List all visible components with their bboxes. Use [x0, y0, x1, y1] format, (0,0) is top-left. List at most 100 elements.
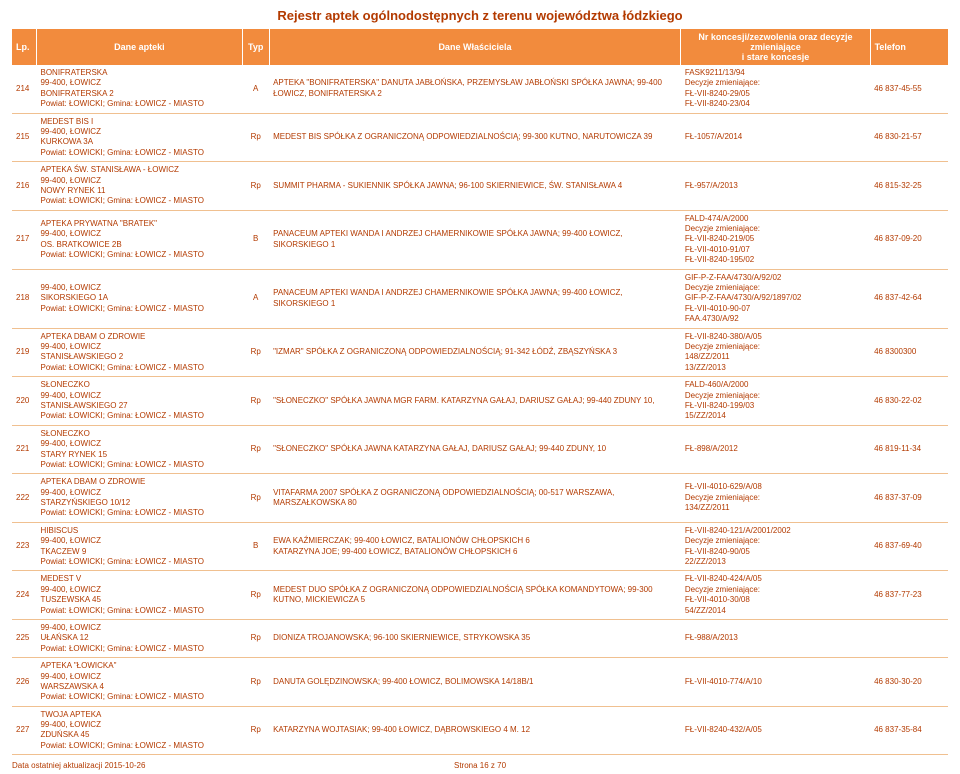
col-lic: Nr koncesji/zezwolenia oraz decyzje zmie…: [681, 29, 870, 65]
cell-owner: PANACEUM APTEKI WANDA I ANDRZEJ CHAMERNI…: [269, 269, 681, 328]
col-owner: Dane Właściciela: [269, 29, 681, 65]
table-row: 221SŁONECZKO 99-400, ŁOWICZ STARY RYNEK …: [12, 425, 948, 474]
col-tel: Telefon: [870, 29, 948, 65]
cell-name: APTEKA PRYWATNA "BRATEK" 99-400, ŁOWICZ …: [36, 210, 242, 269]
cell-tel: 46 837-69-40: [870, 522, 948, 571]
cell-lic: FŁ-VII-4010-774/A/10: [681, 658, 870, 707]
cell-lp: 219: [12, 328, 36, 377]
cell-owner: KATARZYNA WOJTASIAK; 99-400 ŁOWICZ, DĄBR…: [269, 706, 681, 755]
cell-typ: B: [242, 522, 269, 571]
cell-tel: [870, 619, 948, 657]
cell-lp: 216: [12, 162, 36, 211]
cell-typ: B: [242, 210, 269, 269]
col-lp: Lp.: [12, 29, 36, 65]
table-row: 222APTEKA DBAM O ZDROWIE 99-400, ŁOWICZ …: [12, 474, 948, 523]
cell-name: APTEKA DBAM O ZDROWIE 99-400, ŁOWICZ STA…: [36, 328, 242, 377]
col-name: Dane apteki: [36, 29, 242, 65]
cell-typ: A: [242, 269, 269, 328]
cell-lic: FASK9211/13/94 Decyzje zmieniające: FŁ-V…: [681, 65, 870, 113]
table-row: 220SŁONECZKO 99-400, ŁOWICZ STANISŁAWSKI…: [12, 377, 948, 426]
cell-typ: Rp: [242, 474, 269, 523]
table-row: 219APTEKA DBAM O ZDROWIE 99-400, ŁOWICZ …: [12, 328, 948, 377]
cell-lp: 218: [12, 269, 36, 328]
cell-typ: Rp: [242, 425, 269, 474]
cell-typ: Rp: [242, 377, 269, 426]
cell-tel: 46 837-35-84: [870, 706, 948, 755]
cell-name: TWOJA APTEKA 99-400, ŁOWICZ ZDUŃSKA 45 P…: [36, 706, 242, 755]
cell-lic: FŁ-VII-4010-629/A/08 Decyzje zmieniające…: [681, 474, 870, 523]
cell-name: SŁONECZKO 99-400, ŁOWICZ STANISŁAWSKIEGO…: [36, 377, 242, 426]
cell-name: MEDEST V 99-400, ŁOWICZ TUSZEWSKA 45 Pow…: [36, 571, 242, 620]
cell-lp: 217: [12, 210, 36, 269]
cell-name: APTEKA DBAM O ZDROWIE 99-400, ŁOWICZ STA…: [36, 474, 242, 523]
cell-lp: 225: [12, 619, 36, 657]
cell-owner: SUMMIT PHARMA - SUKIENNIK SPÓŁKA JAWNA; …: [269, 162, 681, 211]
cell-lp: 215: [12, 113, 36, 162]
cell-lic: FŁ-957/A/2013: [681, 162, 870, 211]
table-row: 223HIBISCUS 99-400, ŁOWICZ TKACZEW 9 Pow…: [12, 522, 948, 571]
cell-typ: Rp: [242, 619, 269, 657]
cell-lic: GIF-P-Z-FAA/4730/A/92/02 Decyzje zmienia…: [681, 269, 870, 328]
cell-tel: 46 830-30-20: [870, 658, 948, 707]
cell-owner: VITAFARMA 2007 SPÓŁKA Z OGRANICZONĄ ODPO…: [269, 474, 681, 523]
cell-typ: Rp: [242, 162, 269, 211]
cell-name: SŁONECZKO 99-400, ŁOWICZ STARY RYNEK 15 …: [36, 425, 242, 474]
footer: Data ostatniej aktualizacji 2015-10-26 S…: [12, 755, 948, 774]
cell-lic: FALD-474/A/2000 Decyzje zmieniające: FŁ-…: [681, 210, 870, 269]
cell-name: BONIFRATERSKA 99-400, ŁOWICZ BONIFRATERS…: [36, 65, 242, 113]
cell-lic: FALD-460/A/2000 Decyzje zmieniające: FŁ-…: [681, 377, 870, 426]
cell-owner: APTEKA "BONIFRATERSKA" DANUTA JABŁOŃSKA,…: [269, 65, 681, 113]
cell-owner: DANUTA GOLĘDZINOWSKA; 99-400 ŁOWICZ, BOL…: [269, 658, 681, 707]
table-row: 216APTEKA ŚW. STANISŁAWA - ŁOWICZ 99-400…: [12, 162, 948, 211]
cell-owner: DIONIZA TROJANOWSKA; 96-100 SKIERNIEWICE…: [269, 619, 681, 657]
cell-name: 99-400, ŁOWICZ UŁAŃSKA 12 Powiat: ŁOWICK…: [36, 619, 242, 657]
col-typ: Typ: [242, 29, 269, 65]
cell-owner: EWA KAŹMIERCZAK; 99-400 ŁOWICZ, BATALION…: [269, 522, 681, 571]
cell-lp: 222: [12, 474, 36, 523]
cell-lic: FŁ-1057/A/2014: [681, 113, 870, 162]
cell-lp: 221: [12, 425, 36, 474]
cell-owner: "SŁONECZKO" SPÓŁKA JAWNA KATARZYNA GAŁAJ…: [269, 425, 681, 474]
cell-owner: MEDEST DUO SPÓŁKA Z OGRANICZONĄ ODPOWIED…: [269, 571, 681, 620]
cell-tel: 46 830-22-02: [870, 377, 948, 426]
table-row: 226APTEKA "ŁOWICKA" 99-400, ŁOWICZ WARSZ…: [12, 658, 948, 707]
cell-lic: FŁ-VII-8240-424/A/05 Decyzje zmieniające…: [681, 571, 870, 620]
cell-owner: "IZMAR" SPÓŁKA Z OGRANICZONĄ ODPOWIEDZIA…: [269, 328, 681, 377]
table-row: 217APTEKA PRYWATNA "BRATEK" 99-400, ŁOWI…: [12, 210, 948, 269]
cell-tel: 46 837-09-20: [870, 210, 948, 269]
cell-lp: 214: [12, 65, 36, 113]
cell-lp: 220: [12, 377, 36, 426]
cell-tel: 46 819-11-34: [870, 425, 948, 474]
cell-name: APTEKA ŚW. STANISŁAWA - ŁOWICZ 99-400, Ł…: [36, 162, 242, 211]
cell-name: 99-400, ŁOWICZ SIKORSKIEGO 1A Powiat: ŁO…: [36, 269, 242, 328]
table-row: 214BONIFRATERSKA 99-400, ŁOWICZ BONIFRAT…: [12, 65, 948, 113]
table-row: 215MEDEST BIS I 99-400, ŁOWICZ KURKOWA 3…: [12, 113, 948, 162]
cell-tel: 46 8300300: [870, 328, 948, 377]
cell-owner: PANACEUM APTEKI WANDA I ANDRZEJ CHAMERNI…: [269, 210, 681, 269]
cell-lp: 224: [12, 571, 36, 620]
cell-name: HIBISCUS 99-400, ŁOWICZ TKACZEW 9 Powiat…: [36, 522, 242, 571]
cell-lic: FŁ-VII-8240-380/A/05 Decyzje zmieniające…: [681, 328, 870, 377]
cell-tel: 46 837-45-55: [870, 65, 948, 113]
cell-tel: 46 830-21-57: [870, 113, 948, 162]
cell-lic: FŁ-988/A/2013: [681, 619, 870, 657]
cell-lp: 226: [12, 658, 36, 707]
cell-tel: 46 837-42-64: [870, 269, 948, 328]
cell-owner: MEDEST BIS SPÓŁKA Z OGRANICZONĄ ODPOWIED…: [269, 113, 681, 162]
cell-lic: FŁ-VII-8240-121/A/2001/2002 Decyzje zmie…: [681, 522, 870, 571]
cell-name: APTEKA "ŁOWICKA" 99-400, ŁOWICZ WARSZAWS…: [36, 658, 242, 707]
footer-left: Data ostatniej aktualizacji 2015-10-26: [12, 761, 145, 770]
cell-name: MEDEST BIS I 99-400, ŁOWICZ KURKOWA 3A P…: [36, 113, 242, 162]
page-title: Rejestr aptek ogólnodostępnych z terenu …: [12, 8, 948, 23]
cell-lp: 227: [12, 706, 36, 755]
cell-typ: A: [242, 65, 269, 113]
table-row: 224MEDEST V 99-400, ŁOWICZ TUSZEWSKA 45 …: [12, 571, 948, 620]
cell-lic: FŁ-898/A/2012: [681, 425, 870, 474]
cell-tel: 46 815-32-25: [870, 162, 948, 211]
cell-lic: FŁ-VII-8240-432/A/05: [681, 706, 870, 755]
registry-table: Lp. Dane apteki Typ Dane Właściciela Nr …: [12, 29, 948, 755]
cell-typ: Rp: [242, 658, 269, 707]
cell-typ: Rp: [242, 113, 269, 162]
cell-typ: Rp: [242, 571, 269, 620]
table-row: 22599-400, ŁOWICZ UŁAŃSKA 12 Powiat: ŁOW…: [12, 619, 948, 657]
